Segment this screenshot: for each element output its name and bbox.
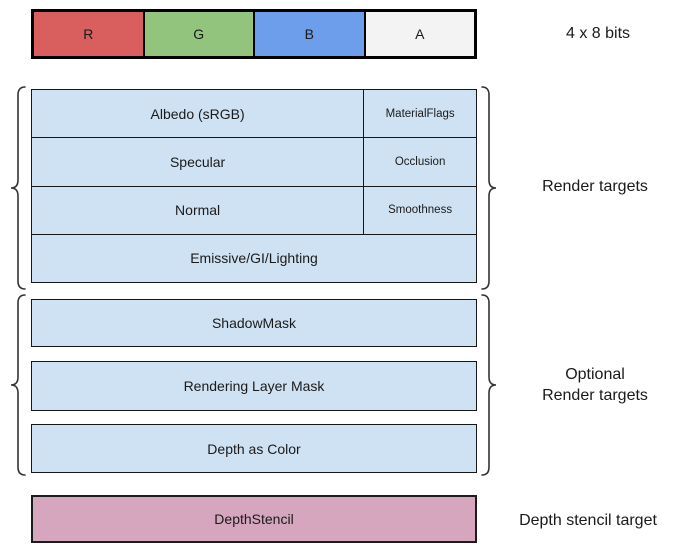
channel-cell-r: R — [34, 12, 145, 56]
opt-box-shadowmask: ShadowMask — [31, 299, 477, 347]
optional-label-line2: Render targets — [542, 387, 648, 404]
depth-stencil-box: DepthStencil — [31, 495, 477, 543]
opt-box-depth-as-color: Depth as Color — [31, 424, 477, 473]
right-brace-render-targets — [479, 85, 499, 291]
rt-cell-normal: Normal — [175, 202, 221, 219]
table-row: Specular Occlusion — [32, 138, 476, 187]
rt-cell-albedo: Albedo (sRGB) — [150, 105, 245, 122]
rgba-format-bar: R G B A — [31, 9, 477, 59]
right-brace-optional-targets — [479, 293, 499, 477]
opt-box-rendering-layer-mask: Rendering Layer Mask — [31, 361, 477, 411]
channel-cell-a: A — [365, 12, 474, 56]
render-targets-label: Render targets — [542, 178, 648, 195]
table-row: Emissive/GI/Lighting — [32, 235, 476, 282]
rt-cell-specular: Specular — [169, 153, 226, 170]
channel-cell-b: B — [255, 12, 366, 56]
rt-cell-materialflags: MaterialFlags — [363, 90, 476, 138]
left-brace-render-targets — [8, 85, 28, 291]
rt-cell-occlusion: Occlusion — [363, 138, 476, 186]
render-targets-table: Albedo (sRGB) MaterialFlags Specular Occ… — [31, 89, 477, 283]
bit-depth-caption: 4 x 8 bits — [565, 25, 631, 42]
optional-label-line1: Optional — [565, 366, 625, 383]
rt-cell-smoothness: Smoothness — [363, 186, 476, 234]
rt-cell-emissive: Emissive/GI/Lighting — [190, 250, 318, 267]
table-row: Albedo (sRGB) MaterialFlags — [32, 90, 476, 139]
channel-cell-g: G — [144, 12, 255, 56]
optional-render-targets-label: Optional Render targets — [505, 364, 685, 406]
left-brace-optional-targets — [8, 293, 28, 477]
table-row: Normal Smoothness — [32, 186, 476, 235]
depth-stencil-label: Depth stencil target — [519, 512, 657, 529]
